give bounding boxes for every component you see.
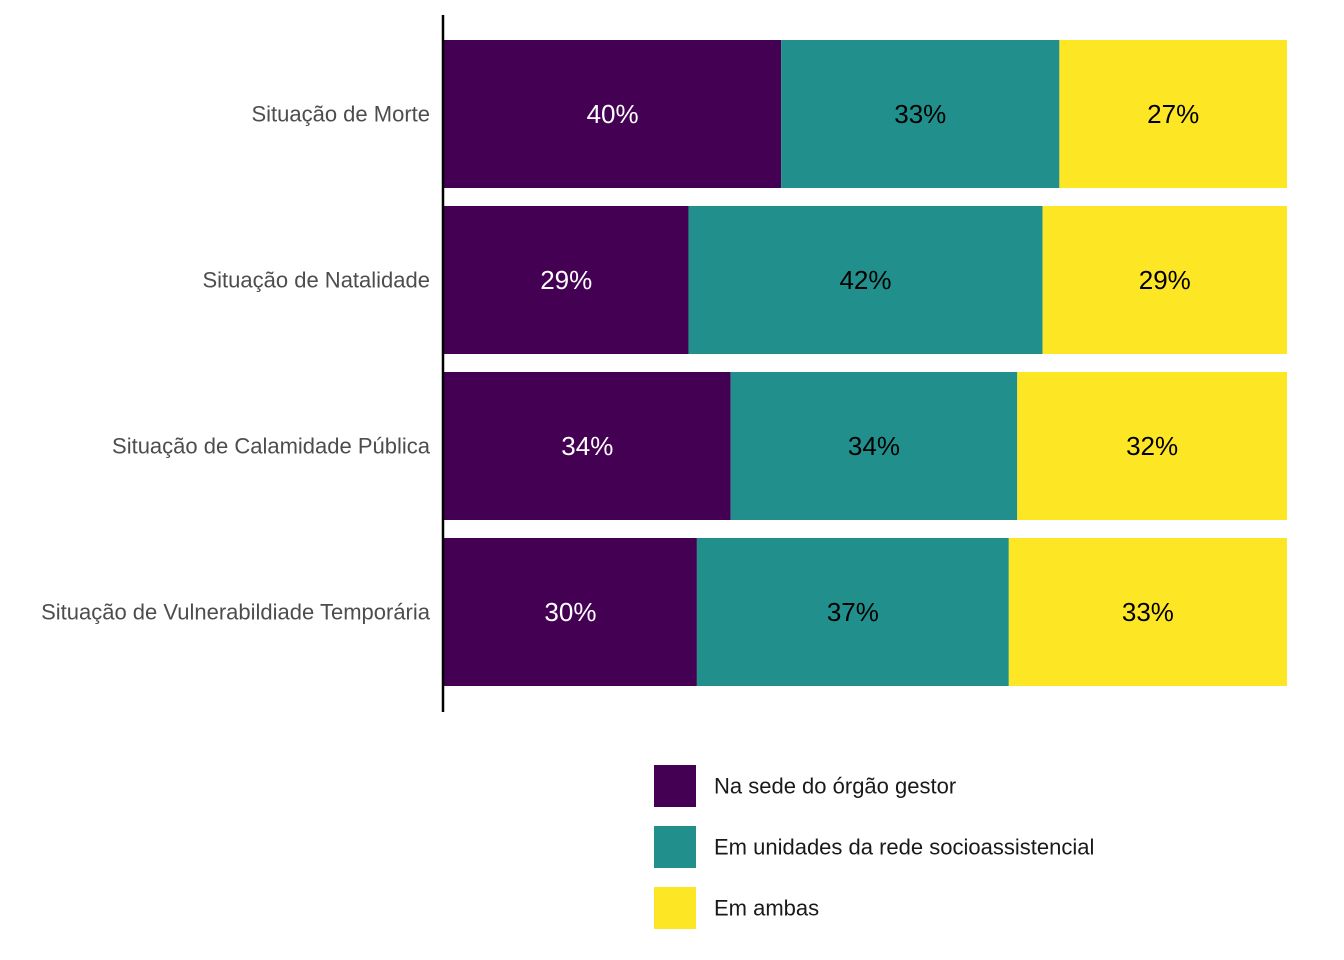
bars-layer: 40% 33% 27% 29% 42% 29% 34% 34% 32% 30% 37% 33%	[444, 40, 1287, 686]
bar-segment	[444, 372, 731, 520]
bar-value-label: 34%	[561, 431, 613, 461]
bar-segment	[1042, 206, 1287, 354]
bar-segment	[781, 40, 1060, 188]
category-labels: Situação de Morte Situação de Natalidade S…	[41, 102, 431, 625]
bar-value-label: 29%	[1139, 265, 1191, 295]
bar-segment	[444, 40, 782, 188]
bar-value-label: 29%	[540, 265, 592, 295]
bar-segment	[696, 538, 1009, 686]
legend-label: Em ambas	[714, 896, 819, 921]
bar-value-label: 42%	[839, 265, 891, 295]
bar-value-label: 40%	[587, 99, 639, 129]
category-label: Situação de Calamidade Pública	[112, 434, 431, 459]
legend-swatch	[654, 826, 696, 868]
bar-value-label: 33%	[1122, 597, 1174, 627]
bar-segment	[1017, 372, 1287, 520]
bar-value-label: 32%	[1126, 431, 1178, 461]
category-label: Situação de Vulnerabildiade Temporária	[41, 600, 431, 625]
legend: Na sede do órgão gestor Em unidades da re…	[654, 765, 1094, 929]
bar-value-label: 30%	[544, 597, 596, 627]
legend-swatch	[654, 765, 696, 807]
bar-value-label: 37%	[827, 597, 879, 627]
category-label: Situação de Morte	[251, 102, 430, 127]
legend-swatch	[654, 887, 696, 929]
bar-segment	[444, 206, 689, 354]
category-label: Situação de Natalidade	[203, 268, 431, 293]
bar-segment	[688, 206, 1043, 354]
bar-segment	[444, 538, 697, 686]
bar-value-label: 34%	[848, 431, 900, 461]
bar-value-label: 27%	[1147, 99, 1199, 129]
legend-label: Em unidades da rede socioassistencial	[714, 835, 1094, 860]
legend-label: Na sede do órgão gestor	[714, 774, 956, 799]
bar-value-label: 33%	[894, 99, 946, 129]
bar-segment	[730, 372, 1018, 520]
bar-segment	[1008, 538, 1287, 686]
bar-segment	[1059, 40, 1287, 188]
